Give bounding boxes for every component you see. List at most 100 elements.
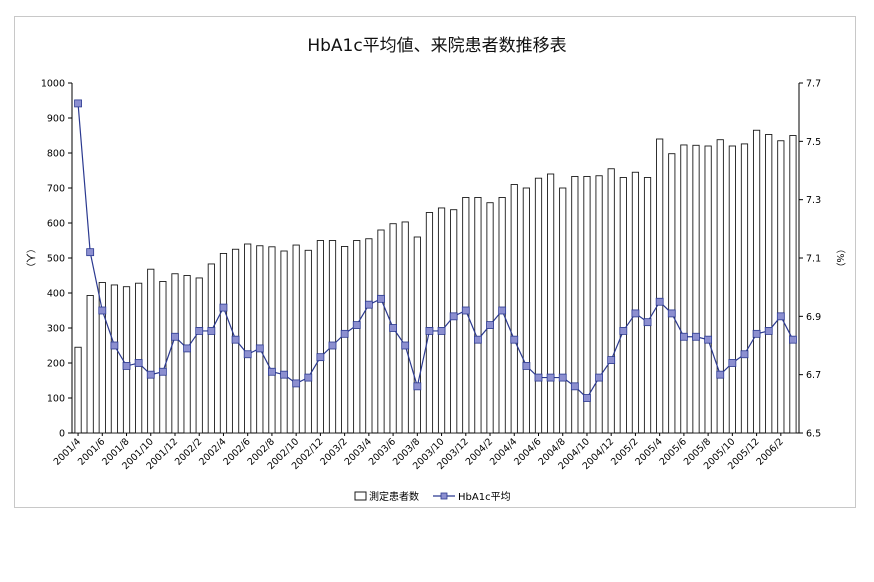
hba1c-marker xyxy=(183,344,192,353)
hba1c-marker xyxy=(534,373,543,382)
bar xyxy=(122,286,131,434)
bar xyxy=(765,133,773,434)
hba1c-marker xyxy=(558,373,567,382)
hba1c-marker xyxy=(171,332,179,341)
bar xyxy=(195,277,203,434)
hba1c-marker xyxy=(292,379,301,388)
hba1c-marker xyxy=(522,362,531,370)
bar xyxy=(98,282,106,434)
hba1c-marker xyxy=(219,303,228,312)
hba1c-marker xyxy=(764,327,773,335)
legend: 測定患者数 HbA1c平均 xyxy=(354,490,511,503)
bar xyxy=(450,209,458,434)
hba1c-marker xyxy=(377,294,385,303)
bar xyxy=(643,177,652,434)
hba1c-marker xyxy=(122,362,131,370)
bar xyxy=(668,153,676,434)
hba1c-marker xyxy=(134,359,143,367)
bar xyxy=(135,282,143,434)
hba1c-marker xyxy=(461,306,470,315)
bar xyxy=(110,284,119,434)
hba1c-marker xyxy=(98,306,107,315)
hba1c-marker xyxy=(607,356,616,364)
legend-swatch-marker xyxy=(440,492,448,500)
y-left-tick-label: 100 xyxy=(47,394,65,405)
hba1c-marker xyxy=(243,350,252,359)
hba1c-marker xyxy=(631,309,640,318)
hba1c-marker xyxy=(146,370,155,379)
hba1c-marker xyxy=(437,327,446,335)
legend-label-bar: 測定患者数 xyxy=(369,490,419,503)
bar xyxy=(147,268,155,434)
bar xyxy=(692,144,700,434)
y-left-tick-label: 400 xyxy=(47,289,65,300)
y-left-axis-label: （人） xyxy=(24,244,36,273)
hba1c-marker xyxy=(352,321,361,329)
hba1c-marker xyxy=(449,312,458,321)
hba1c-marker xyxy=(231,335,240,344)
hba1c-marker xyxy=(110,341,119,350)
hba1c-marker xyxy=(389,324,397,332)
bar xyxy=(559,187,567,434)
bar xyxy=(631,171,640,434)
bar xyxy=(377,229,385,434)
bar xyxy=(680,144,688,434)
y-left-tick-label: 500 xyxy=(47,254,65,265)
y-right-tick-label: 7.5 xyxy=(806,137,821,148)
bar xyxy=(619,177,627,434)
bar xyxy=(510,184,518,434)
bar xyxy=(86,295,94,434)
bar xyxy=(280,250,288,434)
bar xyxy=(413,236,421,434)
bar xyxy=(534,177,543,434)
hba1c-marker xyxy=(304,373,313,382)
legend-label-line: HbA1c平均 xyxy=(458,491,511,503)
hba1c-marker xyxy=(583,394,591,402)
bar xyxy=(365,238,373,434)
bar xyxy=(341,245,349,434)
y-right-tick-label: 6.9 xyxy=(806,312,821,323)
bar xyxy=(789,135,797,434)
hba1c-marker xyxy=(728,359,737,367)
hba1c-marker xyxy=(667,309,676,318)
hba1c-marker xyxy=(268,367,276,376)
y-left-tick-label: 800 xyxy=(47,149,65,160)
hba1c-marker xyxy=(619,327,628,335)
chart-title: HbA1c平均値、来院患者数推移表 xyxy=(307,36,566,56)
bar xyxy=(656,138,664,434)
hba1c-marker xyxy=(679,332,688,341)
bar xyxy=(74,346,82,434)
bar xyxy=(183,275,191,434)
chart-frame: HbA1c平均値、来院患者数推移表 （人） （%） 0 100 200 300 400 5… xyxy=(14,16,856,508)
hba1c-marker xyxy=(316,353,325,362)
hba1c-marker xyxy=(789,335,797,344)
hba1c-marker xyxy=(643,318,652,327)
bar xyxy=(486,202,494,434)
hba1c-marker xyxy=(716,370,725,379)
hba1c-marker xyxy=(655,297,664,306)
y-right-tick-label: 6.5 xyxy=(806,429,821,440)
y-left-tick-label: 700 xyxy=(47,184,65,195)
hba1c-marker xyxy=(328,341,337,350)
hba1c-marker xyxy=(692,332,700,341)
y-left-tick-label: 600 xyxy=(47,219,65,230)
bar xyxy=(740,143,749,434)
hba1c-marker xyxy=(740,350,749,359)
bar xyxy=(571,175,579,434)
hba1c-marker xyxy=(195,327,204,335)
hba1c-marker xyxy=(510,335,519,344)
y-right-axis-label: （%） xyxy=(834,244,846,272)
bar xyxy=(256,245,264,434)
bar xyxy=(304,249,312,434)
bar xyxy=(728,145,736,434)
y-right-tick-label: 7.7 xyxy=(806,79,821,90)
bar xyxy=(207,263,215,434)
hba1c-marker xyxy=(207,327,216,335)
legend-swatch-bar xyxy=(354,491,367,501)
bar xyxy=(752,129,761,434)
y-left-tick-label: 0 xyxy=(59,429,65,440)
bar xyxy=(159,281,167,434)
hba1c-marker xyxy=(280,370,288,379)
bar xyxy=(595,175,603,434)
bar xyxy=(244,243,252,434)
